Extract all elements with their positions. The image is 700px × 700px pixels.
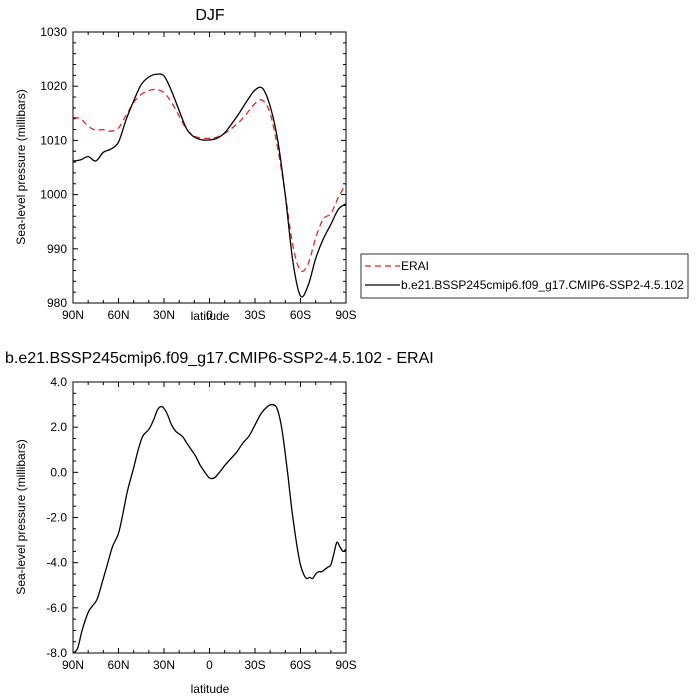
top-x-tick-label: 90S	[335, 308, 356, 322]
legend: ERAI b.e21.BSSP245cmip6.f09_g17.CMIP6-SS…	[360, 253, 689, 299]
bottom-y-tick-label: 4.0	[50, 375, 67, 389]
top-x-tick-label: 30N	[153, 308, 175, 322]
top-y-tick-label: 990	[47, 242, 67, 256]
bottom-y-tick-label: -8.0	[46, 646, 67, 660]
legend-label-erai: ERAI	[401, 259, 429, 273]
top-y-axis-label: Sea-level pressure (millibars)	[14, 89, 28, 244]
top-y-tick-label: 1020	[40, 79, 67, 93]
top-y-tick-label: 980	[47, 296, 67, 310]
top-series-line-erai	[72, 88, 347, 273]
bottom-y-tick-label: -6.0	[46, 601, 67, 615]
bottom-chart-series	[72, 403, 347, 654]
top-chart-series	[72, 73, 347, 298]
top-series-line-b-e21-bssp245cmip6-f09-g17-cmip6-ssp2-4-5-102	[72, 73, 347, 298]
bottom-x-tick-label: 0	[206, 658, 213, 672]
top-x-tick-label: 90N	[62, 308, 84, 322]
bottom-chart-ticks: 90N 60N 30N 0 30S 60S 90S -8.0 -6.0 -4.0 -2.0 0.0 2.…	[46, 375, 356, 672]
legend-box	[360, 253, 689, 299]
top-chart-ticks: 90N 60N 30N 0 30S 60S 90S 980 990 1000 1010 1020 103…	[40, 25, 356, 322]
top-x-tick-label: 60N	[107, 308, 129, 322]
top-plot-frame	[72, 31, 347, 304]
top-y-tick-label: 1010	[40, 133, 67, 147]
bottom-y-tick-label: 2.0	[50, 420, 67, 434]
top-chart: DJF latitude Sea-level pressure (milliba…	[14, 7, 357, 323]
bottom-x-tick-label: 30N	[153, 658, 175, 672]
bottom-x-tick-label: 60S	[290, 658, 311, 672]
bottom-x-tick-label: 90S	[335, 658, 356, 672]
top-x-tick-label: 0	[206, 308, 213, 322]
bottom-y-tick-label: -2.0	[46, 511, 67, 525]
legend-label-model: b.e21.BSSP245cmip6.f09_g17.CMIP6-SSP2-4.…	[401, 278, 684, 292]
bottom-plot-frame	[72, 381, 347, 654]
bottom-x-tick-label: 60N	[107, 658, 129, 672]
bottom-y-axis-label: Sea-level pressure (millibars)	[14, 439, 28, 594]
bottom-y-tick-label: -4.0	[46, 556, 67, 570]
top-x-axis-label: latitude	[191, 309, 230, 323]
bottom-series-line-difference	[72, 403, 347, 654]
bottom-y-tick-label: 0.0	[50, 465, 67, 479]
top-chart-title: DJF	[195, 7, 225, 24]
bottom-chart-title: b.e21.BSSP245cmip6.f09_g17.CMIP6-SSP2-4.…	[5, 350, 434, 367]
bottom-x-tick-label: 30S	[244, 658, 265, 672]
bottom-x-axis-label: latitude	[191, 682, 230, 696]
top-x-tick-label: 30S	[244, 308, 265, 322]
top-x-tick-label: 60S	[290, 308, 311, 322]
bottom-x-tick-label: 90N	[62, 658, 84, 672]
top-y-tick-label: 1030	[40, 25, 67, 39]
top-y-tick-label: 1000	[40, 188, 67, 202]
bottom-chart: b.e21.BSSP245cmip6.f09_g17.CMIP6-SSP2-4.…	[5, 350, 434, 696]
